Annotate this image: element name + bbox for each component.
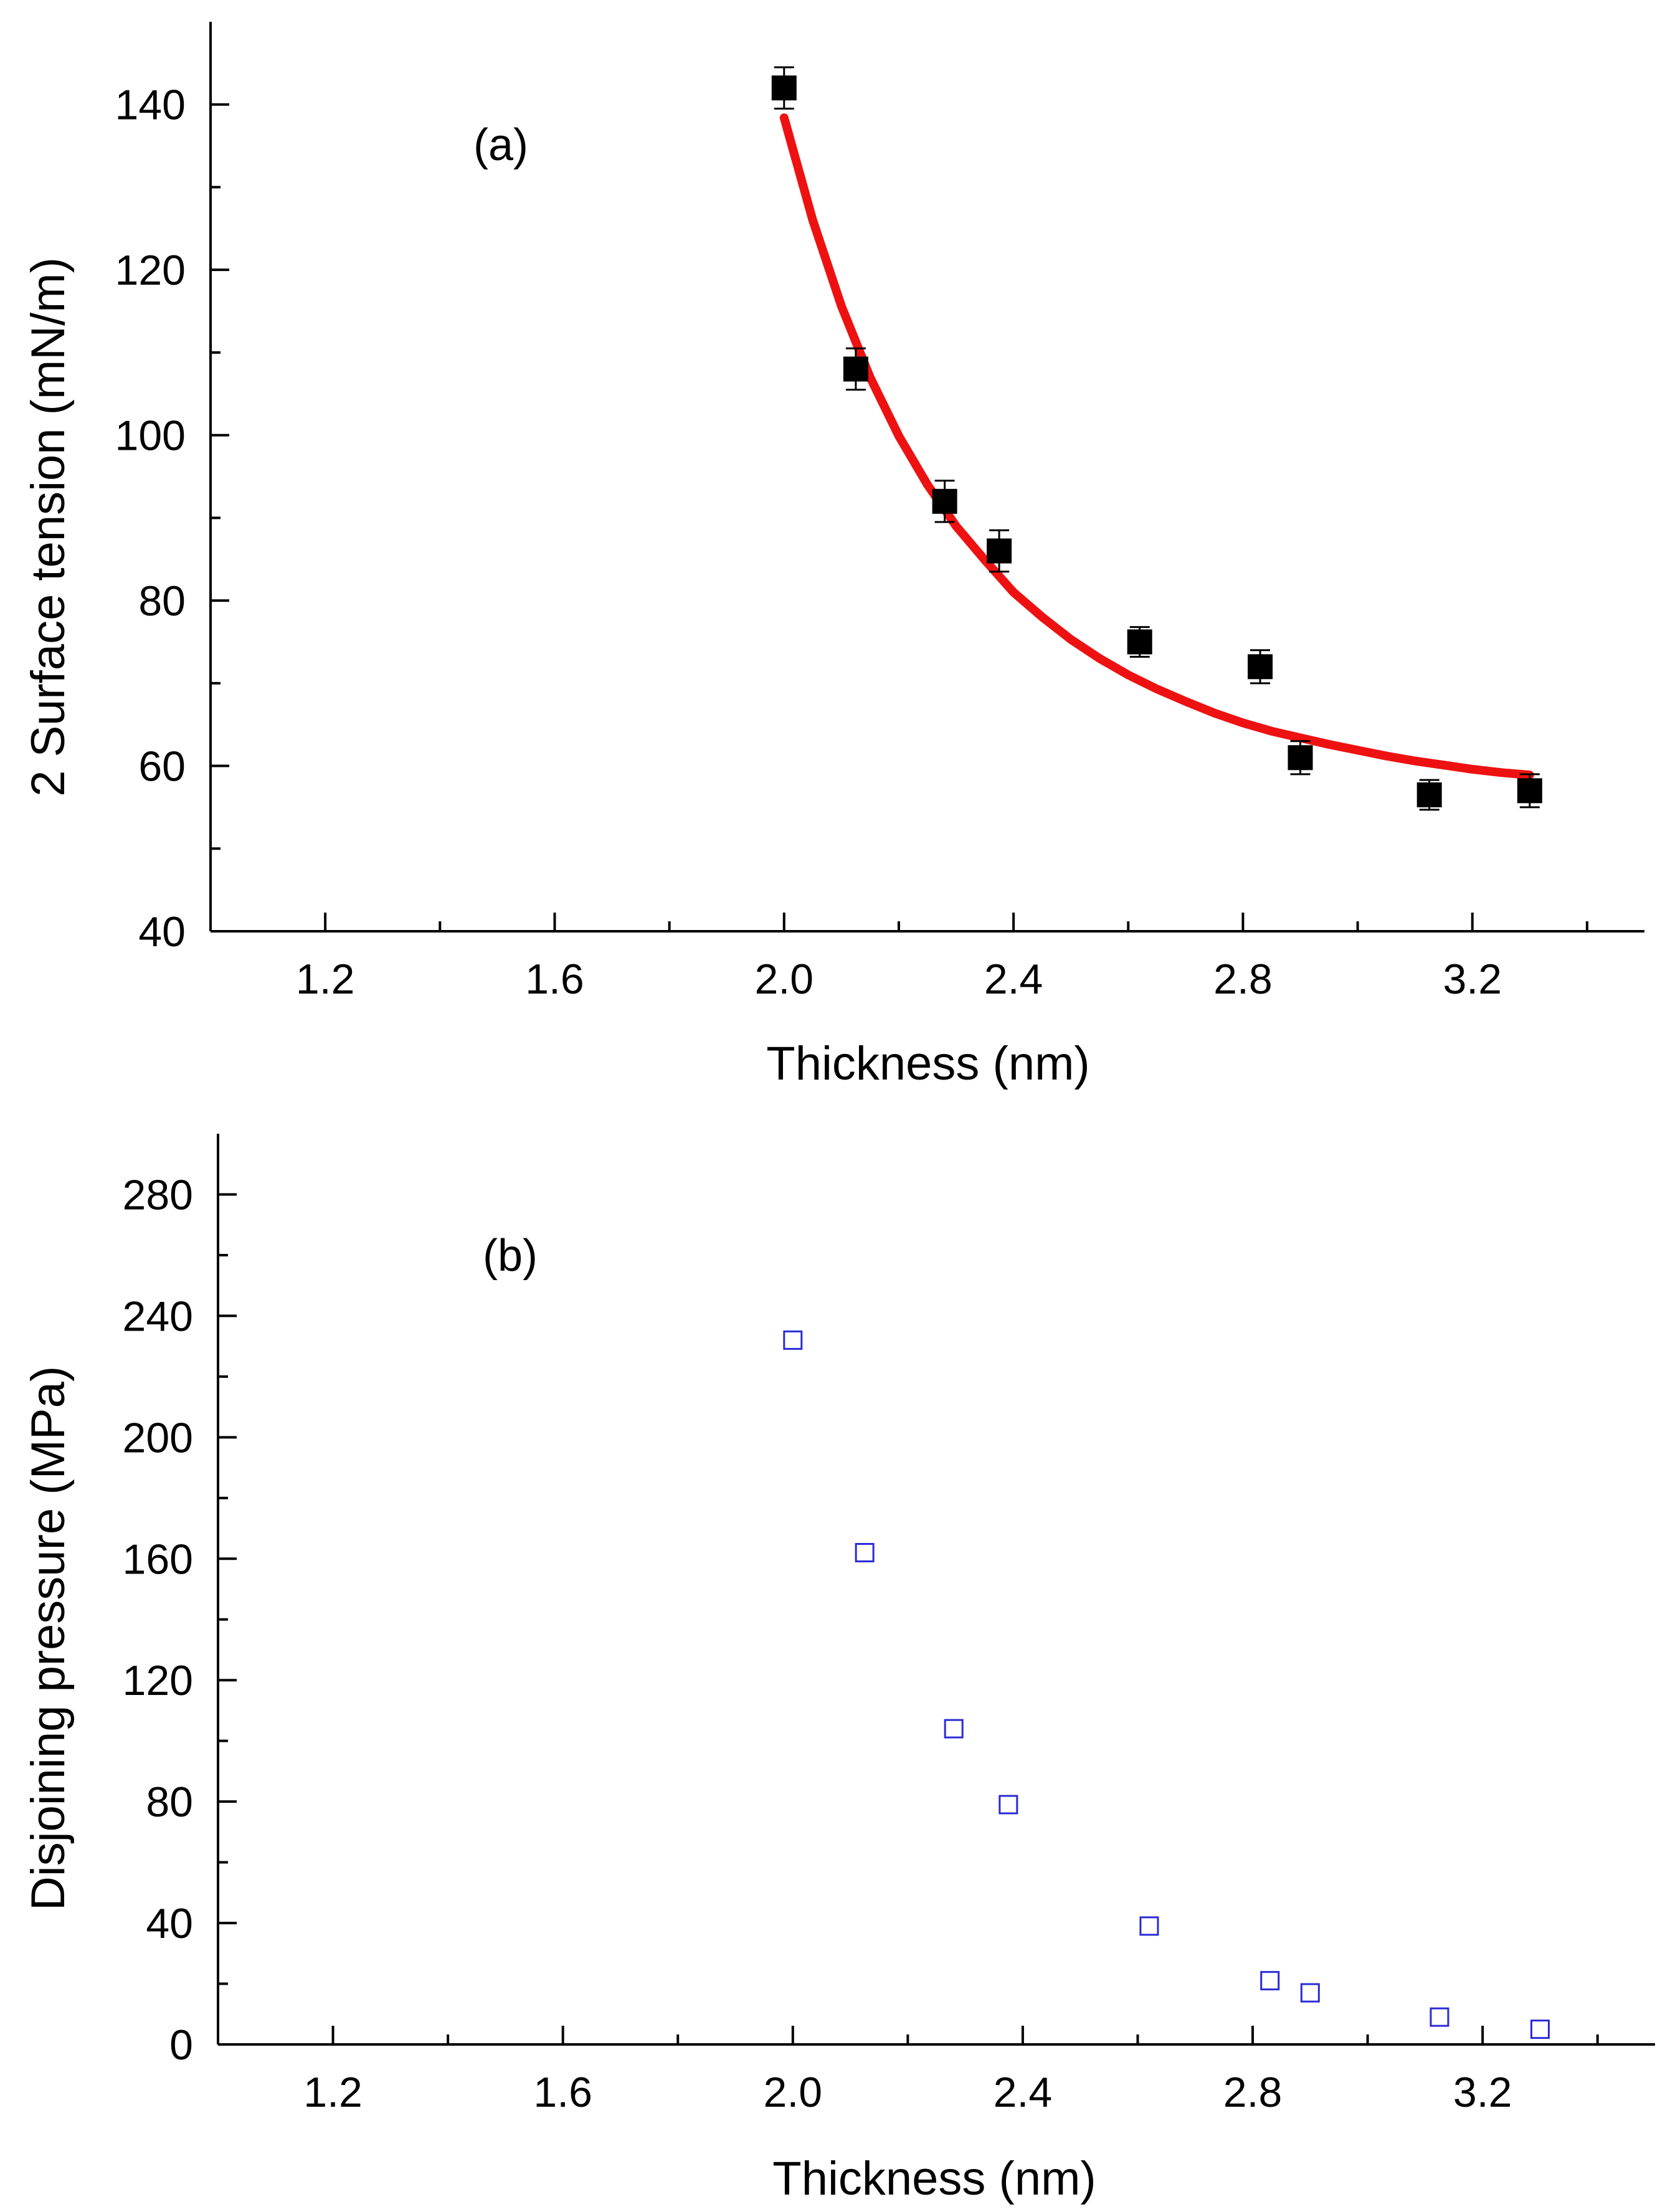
panel-b-data-point (855, 1543, 875, 1563)
panel-b-y-tick-label: 0 (169, 2021, 193, 2069)
panel-a-y-tick-label: 120 (115, 247, 186, 294)
panel-a-data-point (1127, 629, 1152, 655)
panel-a-y-tick-label: 100 (115, 412, 186, 460)
panel-a-x-tick-label: 3.2 (1443, 956, 1502, 1003)
panel-a-y-axis-title: 2 Surface tension (mN/m) (22, 257, 75, 797)
panel-b-tick-labels: 1.2 1.6 2.0 2.4 2.8 3.2 0 40 80 120 160 200 240 280 (123, 1171, 1512, 2116)
panel-a-data-point (987, 538, 1012, 564)
panel-a-data-point (1517, 778, 1542, 804)
panel-b-data-point (1139, 1916, 1159, 1936)
panel-b-x-tick-label: 3.2 (1453, 2069, 1512, 2116)
panel-a-chart: 1.2 1.6 2.0 2.4 2.8 3.2 40 60 80 100 120 140 (a) Th… (22, 22, 1644, 1090)
panel-b-data-point (783, 1330, 803, 1350)
panel-b-y-tick-label: 240 (123, 1293, 193, 1340)
panel-a-x-tick-label: 2.0 (755, 956, 814, 1003)
panel-a-points (771, 75, 1542, 807)
panel-b-x-tick-label: 2.4 (994, 2069, 1053, 2116)
panel-a-y-tick-label: 80 (138, 577, 186, 625)
panel-a-axes (209, 22, 1644, 933)
panel-a-y-tick-label: 140 (115, 82, 186, 129)
panel-a-data-point (771, 75, 797, 101)
panel-b-y-tick-label: 120 (123, 1657, 193, 1704)
panel-b-y-tick-label: 280 (123, 1171, 193, 1218)
panel-a-data-point (1416, 782, 1442, 807)
panel-b-data-point (1300, 1983, 1320, 2003)
panel-a-data-point (1248, 654, 1273, 680)
panel-b-label: (b) (483, 1231, 538, 1281)
panel-b-x-tick-label: 1.6 (533, 2069, 592, 2116)
panel-b-y-tick-label: 40 (146, 1900, 193, 1947)
panel-b-axes (217, 1134, 1655, 2046)
panel-b-chart: 1.2 1.6 2.0 2.4 2.8 3.2 0 40 80 120 160 200 240 280 (… (22, 1134, 1655, 2205)
panel-b-points (783, 1330, 1550, 2039)
panel-a-data-point (1288, 745, 1313, 771)
panel-b-x-axis-title: Thickness (nm) (772, 2152, 1096, 2205)
panel-b-y-axis-title: Disjoining pressure (MPa) (22, 1366, 75, 1911)
panel-a-data-point (932, 488, 957, 514)
panel-a-x-tick-label: 1.6 (525, 956, 584, 1003)
panel-b-x-tick-label: 2.0 (764, 2069, 823, 2116)
panel-b-data-point (1530, 2020, 1550, 2039)
panel-a-tick-labels: 1.2 1.6 2.0 2.4 2.8 3.2 40 60 80 100 120 140 (115, 82, 1502, 1003)
panel-a-x-tick-label: 2.8 (1213, 956, 1273, 1003)
panel-b-y-tick-label: 160 (123, 1536, 193, 1583)
panel-b-x-tick-label: 1.2 (303, 2069, 363, 2116)
panel-b-ticks (218, 1193, 1599, 2046)
panel-a-x-tick-label: 2.4 (984, 956, 1043, 1003)
panel-a-label: (a) (473, 120, 528, 170)
panel-a-x-axis-title: Thickness (nm) (766, 1037, 1089, 1090)
panel-b-data-point (999, 1795, 1018, 1815)
panel-b-data-point (1430, 2007, 1449, 2027)
panel-a-y-tick-label: 40 (138, 908, 186, 956)
panel-b-data-point (944, 1719, 964, 1739)
panel-a-ticks (211, 103, 1588, 933)
panel-a-x-tick-label: 1.2 (296, 956, 355, 1003)
panel-b-y-tick-label: 200 (123, 1414, 193, 1461)
panel-a-y-tick-label: 60 (138, 743, 186, 790)
panel-b-data-point (1260, 1971, 1280, 1991)
panel-b-x-tick-label: 2.8 (1223, 2069, 1283, 2116)
panel-a-data-point (843, 356, 868, 382)
panel-a-fit-curve (779, 113, 1534, 780)
panel-b-y-tick-label: 80 (146, 1778, 193, 1826)
